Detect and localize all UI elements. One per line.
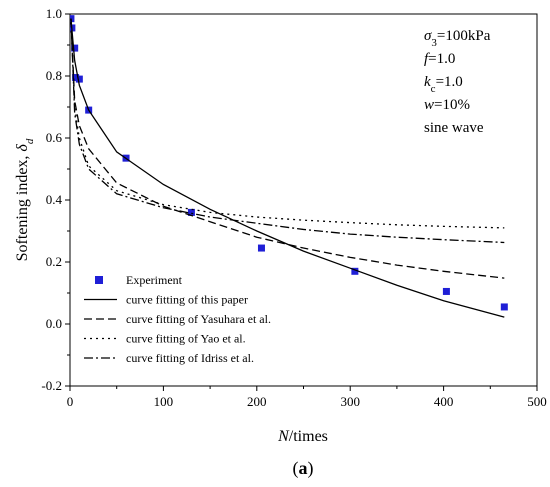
legend-label: curve fitting of Yao et al.: [126, 332, 246, 346]
condition-annotation: sine wave: [424, 120, 484, 136]
experiment-point: [72, 74, 80, 82]
axes: 0 100 200 300 400 500 -0.2 0.0 0.2 0.4 0.6 0.8 1.0: [41, 6, 546, 409]
y-tick-label: 0.2: [46, 254, 62, 269]
y-tick-label: 0.0: [46, 316, 62, 331]
y-tick-label: -0.2: [41, 378, 62, 393]
experiment-point: [257, 244, 265, 252]
legend-label: curve fitting of Yasuhara et al.: [126, 312, 271, 326]
condition-annotation: f=1.0: [424, 51, 455, 67]
series-line-solid: [70, 18, 505, 318]
legend-label: curve fitting of this paper: [126, 293, 248, 307]
x-tick-label: 200: [247, 394, 267, 409]
x-tick-label: 300: [340, 394, 360, 409]
figure-caption: (a): [293, 458, 314, 479]
y-tick-label: 1.0: [46, 6, 62, 21]
experiment-point: [187, 208, 195, 216]
y-tick-label: 0.4: [46, 192, 63, 207]
condition-annotation: σ3=100kPa: [424, 28, 491, 49]
experiment-point: [71, 44, 79, 52]
annotations: σ3=100kPa f=1.0 kc=1.0 w=10% sine wave: [424, 28, 491, 136]
y-tick-label: 0.6: [46, 130, 63, 145]
experiment-point: [70, 24, 76, 32]
y-axis-title: Softening index, δd: [14, 138, 36, 261]
legend-label: Experiment: [126, 273, 183, 287]
experiment-point: [70, 15, 75, 23]
legend-marker: [95, 276, 103, 284]
y-tick-label: 0.8: [46, 68, 62, 83]
legend: Experiment curve fitting of this paper cur…: [84, 273, 271, 365]
series-line-dotted: [70, 18, 505, 229]
x-tick-label: 400: [434, 394, 454, 409]
condition-annotation: w=10%: [424, 97, 470, 113]
experiment-point: [442, 287, 450, 295]
x-tick-label: 500: [527, 394, 547, 409]
x-axis-title: N/times: [277, 428, 328, 445]
experiment-point: [75, 75, 83, 83]
series-line-dashed: [70, 18, 505, 279]
legend-label: curve fitting of Idriss et al.: [126, 351, 254, 365]
experiment-point: [500, 303, 508, 311]
series-group: [70, 15, 508, 318]
x-tick-label: 100: [154, 394, 174, 409]
series-line-dashdot: [70, 18, 505, 244]
experiment-point: [351, 267, 359, 275]
plot-frame: [69, 13, 538, 387]
x-tick-label: 0: [67, 394, 74, 409]
condition-annotation: kc=1.0: [424, 74, 463, 95]
